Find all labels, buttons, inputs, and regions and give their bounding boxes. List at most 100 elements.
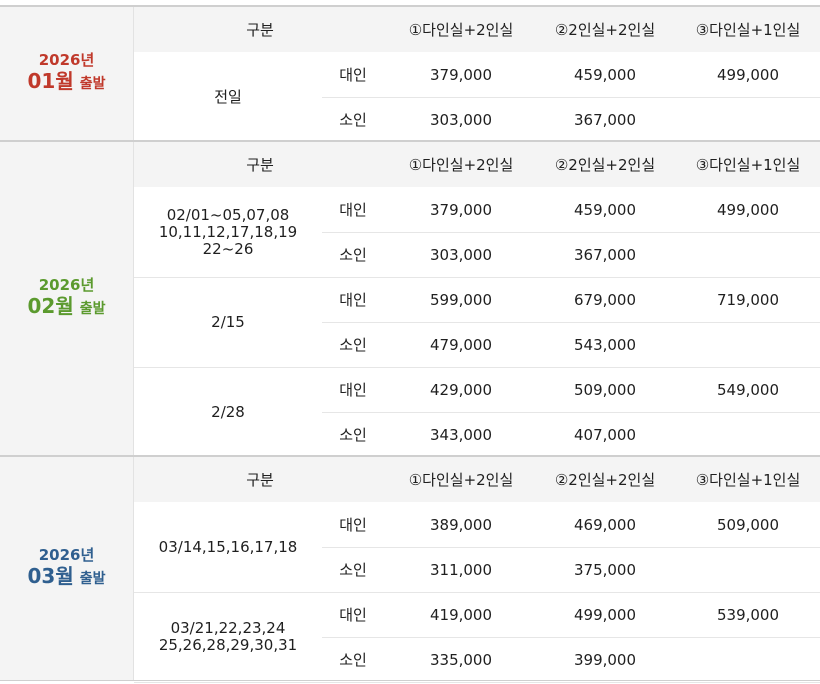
price-cell: 469,000 (573, 515, 637, 534)
date-range: 02/01~05,07,08 10,11,12,17,18,19 22~26 (158, 205, 298, 258)
price-row: 대인 379,000 459,000 499,000 (322, 52, 820, 98)
passenger-type: 대인 (339, 381, 367, 399)
header-col2: ②2인실+2인실 (554, 471, 656, 489)
header-col2: ②2인실+2인실 (554, 156, 656, 174)
price-cell (675, 97, 820, 142)
price-cell: 367,000 (573, 245, 637, 264)
month-line: 01월 출발 (28, 69, 106, 96)
section-departure: 출발 (79, 301, 106, 317)
date-range: 전일 (214, 87, 242, 106)
header-gubun: 구분 (246, 21, 274, 39)
passenger-type: 대인 (339, 66, 367, 84)
price-cell: 459,000 (573, 200, 637, 219)
price-cell: 407,000 (573, 425, 637, 444)
price-row: 소인 335,000 399,000 (134, 637, 820, 683)
section-departure: 출발 (79, 571, 106, 587)
month-section: 2026년 02월 출발 구분 ①다인실+2인실 ②2인실+2인실 ③다인실+1인실 02/0… (0, 140, 820, 458)
price-cell (675, 547, 820, 592)
header-row: 구분 ①다인실+2인실 ②2인실+2인실 ③다인실+1인실 (134, 7, 820, 52)
date-range: 03/14,15,16,17,18 (158, 537, 298, 556)
month-section: 2026년 01월 출발 구분 ①다인실+2인실 ②2인실+2인실 ③다인실+1인실 전일 대인… (0, 5, 820, 143)
price-row: 대인 379,000 459,000 499,000 (322, 187, 820, 233)
price-row: 소인 311,000 375,000 (134, 547, 820, 593)
price-cell: 303,000 (429, 245, 493, 264)
price-cell: 389,000 (429, 515, 493, 534)
price-cell: 549,000 (716, 380, 780, 399)
price-cell: 499,000 (716, 200, 780, 219)
section-body: 구분 ①다인실+2인실 ②2인실+2인실 ③다인실+1인실 02/01~05,07,08… (134, 142, 820, 458)
price-cell: 379,000 (429, 200, 493, 219)
month-line: 02월 출발 (28, 294, 106, 321)
price-cell: 543,000 (573, 335, 637, 354)
date-range: 2/28 (211, 402, 245, 421)
month-label: 2026년 02월 출발 (0, 142, 134, 455)
month-label: 2026년 03월 출발 (0, 457, 134, 680)
section-year: 2026년 (38, 276, 95, 294)
price-cell: 679,000 (573, 290, 637, 309)
table-bottom-border (0, 680, 820, 681)
section-month: 02월 (27, 294, 74, 318)
price-row: 대인 419,000 499,000 539,000 (322, 592, 820, 638)
price-cell: 509,000 (573, 380, 637, 399)
price-cell: 459,000 (573, 65, 637, 84)
price-cell: 343,000 (429, 425, 493, 444)
price-cell (675, 322, 820, 367)
month-line: 03월 출발 (28, 564, 106, 591)
section-body: 구분 ①다인실+2인실 ②2인실+2인실 ③다인실+1인실 전일 대인 379,000 459… (134, 7, 820, 143)
price-cell: 539,000 (716, 605, 780, 624)
passenger-type: 소인 (339, 246, 367, 264)
section-body: 구분 ①다인실+2인실 ②2인실+2인실 ③다인실+1인실 03/14,15,16,17… (134, 457, 820, 683)
price-cell: 419,000 (429, 605, 493, 624)
price-row: 소인 343,000 407,000 (134, 412, 820, 458)
price-row: 대인 389,000 469,000 509,000 (322, 502, 820, 548)
header-gubun: 구분 (246, 471, 274, 489)
header-col2: ②2인실+2인실 (554, 21, 656, 39)
section-departure: 출발 (79, 76, 106, 92)
price-cell (675, 412, 820, 457)
section-month: 01월 (27, 69, 74, 93)
header-col1: ①다인실+2인실 (408, 156, 514, 174)
price-cell: 719,000 (716, 290, 780, 309)
price-cell: 499,000 (716, 65, 780, 84)
month-section: 2026년 03월 출발 구분 ①다인실+2인실 ②2인실+2인실 ③다인실+1인실 03/1… (0, 455, 820, 683)
passenger-type: 소인 (339, 336, 367, 354)
price-cell: 311,000 (429, 560, 493, 579)
header-col3: ③다인실+1인실 (695, 471, 801, 489)
price-cell (675, 232, 820, 277)
price-row: 소인 303,000 367,000 (134, 97, 820, 143)
header-gubun: 구분 (246, 156, 274, 174)
price-cell: 375,000 (573, 560, 637, 579)
price-cell: 429,000 (429, 380, 493, 399)
section-month: 03월 (27, 564, 74, 588)
header-col1: ①다인실+2인실 (408, 471, 514, 489)
price-cell: 479,000 (429, 335, 493, 354)
month-label: 2026년 01월 출발 (0, 7, 134, 140)
price-cell: 367,000 (573, 110, 637, 129)
price-row: 대인 599,000 679,000 719,000 (322, 277, 820, 323)
price-cell: 379,000 (429, 65, 493, 84)
date-range: 2/15 (211, 312, 245, 331)
date-range: 03/21,22,23,24 25,26,28,29,30,31 (158, 619, 298, 654)
price-cell: 599,000 (429, 290, 493, 309)
price-cell: 335,000 (429, 650, 493, 669)
price-cell: 399,000 (573, 650, 637, 669)
passenger-type: 소인 (339, 111, 367, 129)
passenger-type: 소인 (339, 561, 367, 579)
passenger-type: 대인 (339, 291, 367, 309)
passenger-type: 대인 (339, 201, 367, 219)
header-col3: ③다인실+1인실 (695, 21, 801, 39)
price-row: 소인 303,000 367,000 (134, 232, 820, 278)
price-row: 대인 429,000 509,000 549,000 (322, 367, 820, 413)
section-year: 2026년 (38, 546, 95, 564)
header-col3: ③다인실+1인실 (695, 156, 801, 174)
passenger-type: 소인 (339, 426, 367, 444)
section-year: 2026년 (38, 51, 95, 69)
price-cell: 509,000 (716, 515, 780, 534)
price-cell: 303,000 (429, 110, 493, 129)
header-row: 구분 ①다인실+2인실 ②2인실+2인실 ③다인실+1인실 (134, 142, 820, 187)
price-cell: 499,000 (573, 605, 637, 624)
passenger-type: 소인 (339, 651, 367, 669)
header-row: 구분 ①다인실+2인실 ②2인실+2인실 ③다인실+1인실 (134, 457, 820, 502)
price-row: 소인 479,000 543,000 (134, 322, 820, 368)
